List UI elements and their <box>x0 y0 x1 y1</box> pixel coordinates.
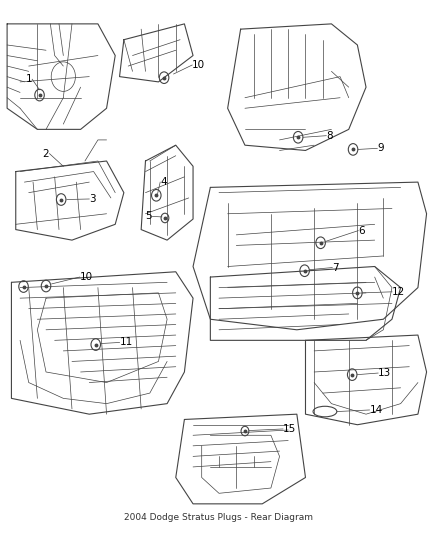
Text: 9: 9 <box>377 143 384 154</box>
Text: 12: 12 <box>392 287 405 297</box>
Text: 6: 6 <box>358 225 365 236</box>
Text: 3: 3 <box>89 194 96 204</box>
Text: 4: 4 <box>160 177 167 187</box>
Text: 2004 Dodge Stratus Plugs - Rear Diagram: 2004 Dodge Stratus Plugs - Rear Diagram <box>124 513 314 522</box>
Text: 11: 11 <box>120 337 133 348</box>
Text: 10: 10 <box>192 60 205 70</box>
Text: 5: 5 <box>145 212 152 221</box>
Text: 14: 14 <box>370 405 383 415</box>
Text: 15: 15 <box>283 424 296 434</box>
Text: 8: 8 <box>326 131 333 141</box>
Text: 10: 10 <box>80 272 93 282</box>
Text: 7: 7 <box>332 263 339 272</box>
Text: 1: 1 <box>25 74 32 84</box>
Text: 13: 13 <box>378 368 392 378</box>
Text: 2: 2 <box>43 149 49 159</box>
